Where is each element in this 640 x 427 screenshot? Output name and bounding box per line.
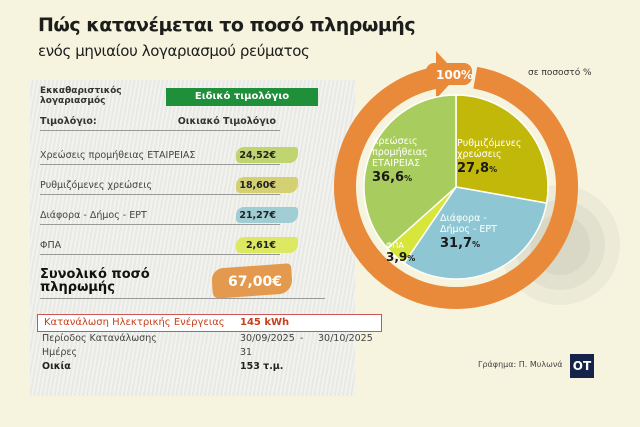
logo: OT bbox=[570, 354, 594, 378]
tariff-label: Τιμολόγιο: bbox=[40, 116, 97, 127]
days-value: 31 bbox=[240, 347, 253, 358]
slice-value-label: 31,7% bbox=[440, 236, 480, 251]
pie-slice bbox=[455, 94, 549, 204]
account-type-badge: Ειδικό τιμολόγιο bbox=[166, 88, 318, 106]
value-brush bbox=[236, 147, 298, 163]
table-row: Χρεώσεις προμήθειας ΕΤΑΙΡΕΙΑΣ 24,52€ bbox=[40, 150, 280, 165]
page-title: Πώς κατανέμεται το ποσό πληρωμής bbox=[38, 14, 416, 36]
slice-name-label: Ρυθμιζόμενες χρεώσεις bbox=[457, 138, 521, 160]
account-label: Εκκαθαριστικός λογαριασμός bbox=[40, 86, 122, 106]
table-row: Διάφορα - Δήμος - ΕΡΤ 21,27€ bbox=[40, 210, 280, 225]
row-value: 24,52€ bbox=[239, 150, 276, 161]
bill-panel bbox=[30, 80, 355, 396]
consumption-label: Κατανάλωση Ηλεκτρικής Ενέργειας bbox=[44, 317, 225, 328]
slice-value-label: 3,9% bbox=[386, 250, 415, 264]
period-sep: - bbox=[300, 333, 304, 344]
total-percent-label: 100% bbox=[436, 68, 474, 82]
value-brush bbox=[236, 207, 298, 223]
total-value: 67,00€ bbox=[228, 274, 283, 290]
row-value: 21,27€ bbox=[239, 210, 276, 221]
home-label: Οικία bbox=[42, 361, 71, 372]
tariff-value: Οικιακό Τιμολόγιο bbox=[177, 116, 276, 127]
slice-value-label: 36,6% bbox=[372, 170, 412, 185]
row-label: Ρυθμιζόμενες χρεώσεις bbox=[40, 180, 153, 191]
credit: Γράφημα: Π. Μυλωνά bbox=[478, 360, 563, 369]
unit-note: σε ποσοστό % bbox=[528, 68, 592, 78]
days-label: Ημέρες bbox=[42, 347, 78, 358]
slice-value-label: 27,8% bbox=[457, 161, 497, 176]
page-subtitle: ενός μηνιαίου λογαριασμού ρεύματος bbox=[38, 42, 310, 60]
pie-slice bbox=[403, 186, 548, 280]
slice-name-label: Χρεώσεις προμήθειας ΕΤΑΙΡΕΙΑΣ bbox=[372, 136, 428, 169]
period-label: Περίοδος Κατανάλωσης bbox=[42, 333, 157, 344]
total-label: Συνολικό ποσό πληρωμής bbox=[40, 267, 150, 295]
value-brush bbox=[236, 237, 298, 253]
period-from: 30/09/2025 bbox=[240, 333, 295, 344]
period-to: 30/10/2025 bbox=[318, 333, 373, 344]
row-value: 2,61€ bbox=[245, 240, 276, 251]
row-value: 18,60€ bbox=[239, 180, 276, 191]
row-label: Χρεώσεις προμήθειας ΕΤΑΙΡΕΙΑΣ bbox=[40, 150, 196, 161]
ring-label-bg bbox=[426, 63, 472, 85]
row-label: ΦΠΑ bbox=[40, 240, 62, 251]
slice-name-label: ΦΠΑ bbox=[386, 241, 404, 250]
home-value: 153 τ.μ. bbox=[240, 361, 284, 372]
tariff-row: Τιμολόγιο: Οικιακό Τιμολόγιο bbox=[40, 116, 280, 131]
pie-slice bbox=[363, 94, 457, 250]
slice-name-label: Διάφορα -Δήμος - ΕΡΤ bbox=[440, 213, 497, 235]
divider bbox=[40, 298, 325, 299]
consumption-value: 145 kWh bbox=[240, 317, 290, 328]
table-row: ΦΠΑ 2,61€ bbox=[40, 240, 280, 255]
total-ring bbox=[334, 66, 578, 309]
row-label: Διάφορα - Δήμος - ΕΡΤ bbox=[40, 210, 147, 221]
consumption-box: Κατανάλωση Ηλεκτρικής Ενέργειας 145 kWh bbox=[37, 314, 382, 332]
value-brush bbox=[236, 177, 298, 193]
table-row: Ρυθμιζόμενες χρεώσεις 18,60€ bbox=[40, 180, 280, 195]
